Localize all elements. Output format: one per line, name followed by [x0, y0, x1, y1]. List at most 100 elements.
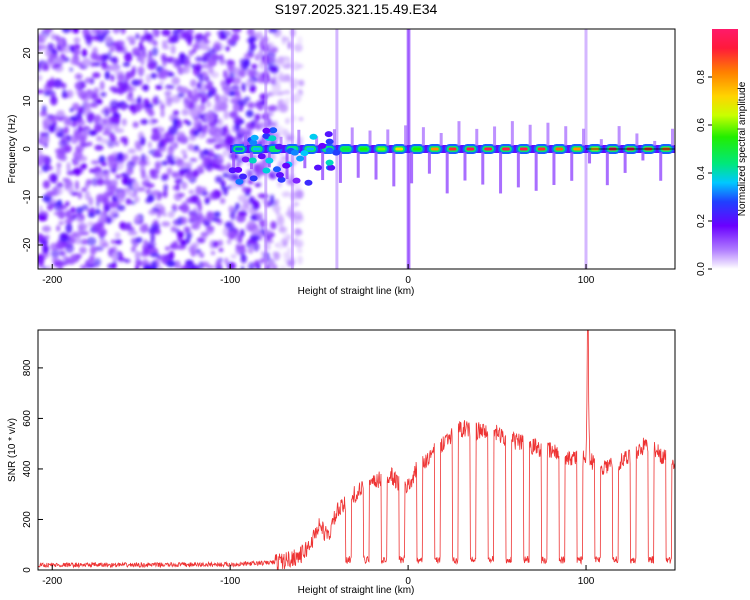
noise-blob [139, 224, 149, 234]
noise-blob [161, 221, 171, 227]
noise-blob [171, 203, 178, 213]
noise-blob [79, 136, 86, 147]
signal-spike [338, 152, 342, 183]
noise-blob [247, 101, 254, 110]
noise-blob [125, 198, 132, 205]
signal-spike [439, 132, 443, 146]
noise-blob [200, 95, 206, 105]
noise-blob [177, 134, 187, 144]
noise-blob [285, 117, 290, 125]
noise-blob [202, 148, 210, 156]
noise-blob [130, 103, 135, 111]
noise-blob [134, 250, 141, 260]
noise-blob [281, 238, 289, 243]
noise-blob [161, 40, 168, 48]
noise-blob [129, 97, 135, 102]
noise-blob [89, 254, 95, 261]
noise-blob [47, 42, 55, 52]
noise-blob [57, 265, 63, 269]
noise-blob [73, 43, 80, 49]
noise-blob [47, 265, 53, 269]
noise-blob [116, 204, 126, 212]
noise-blob [75, 235, 81, 245]
noise-blob [192, 66, 201, 76]
y-tick-label: 0 [22, 567, 33, 573]
noise-blob [56, 166, 61, 177]
noise-blob [103, 204, 111, 212]
noise-blob [251, 63, 258, 70]
noise-blob [69, 254, 78, 263]
y-tick-label: 600 [22, 410, 33, 427]
x-tick-label: 100 [578, 275, 595, 286]
signal-blob [325, 147, 334, 154]
noise-blob [112, 213, 119, 218]
noise-blob [232, 102, 241, 112]
noise-blob [151, 47, 159, 57]
noise-blob [188, 135, 197, 142]
noise-blob [119, 158, 125, 164]
noise-blob [94, 171, 105, 179]
noise-blob [134, 215, 142, 222]
noise-blob [176, 245, 187, 250]
noise-blob [102, 131, 110, 136]
noise-blob [55, 125, 60, 133]
signal-blob [332, 149, 341, 156]
noise-blob [271, 122, 277, 127]
noise-blob [191, 194, 199, 204]
noise-blob [72, 119, 77, 128]
noise-blob [275, 125, 284, 134]
noise-blob [74, 61, 84, 67]
noise-blob [40, 135, 50, 145]
signal-spike [481, 152, 485, 185]
noise-blob [110, 179, 118, 187]
noise-blob [91, 177, 100, 187]
y-tick-label: -20 [22, 237, 33, 252]
noise-blob [217, 30, 226, 37]
noise-blob [88, 196, 94, 206]
noise-blob [161, 29, 171, 37]
noise-blob [196, 82, 202, 90]
noise-blob [81, 94, 90, 102]
noise-blob [112, 259, 117, 269]
noise-blob [93, 87, 100, 94]
noise-blob [43, 29, 53, 33]
noise-blob [295, 240, 303, 249]
noise-blob [125, 71, 131, 81]
signal-segment-core [413, 147, 421, 151]
signal-spike [510, 121, 514, 146]
noise-blob [105, 216, 113, 224]
noise-blob [211, 54, 220, 59]
noise-blob [111, 64, 120, 72]
noise-blob [190, 79, 197, 88]
noise-blob [73, 29, 80, 34]
noise-blob [75, 206, 84, 214]
noise-blob [268, 104, 278, 112]
noise-blob [64, 219, 70, 224]
snr-series-line [38, 330, 675, 570]
noise-blob [167, 72, 175, 77]
signal-spike [232, 152, 236, 173]
noise-blob [186, 121, 192, 126]
noise-blob [38, 74, 43, 82]
noise-blob [201, 161, 208, 168]
noise-blob [66, 161, 71, 172]
noise-blob [49, 115, 58, 122]
noise-blob [178, 192, 185, 198]
noise-blob [80, 264, 88, 269]
noise-blob [136, 98, 142, 103]
colorbar-tick-label: 0.2 [696, 214, 707, 228]
noise-blob [238, 70, 246, 78]
noise-blob [241, 82, 246, 92]
noise-blob [58, 139, 67, 148]
noise-blob [188, 189, 195, 195]
noise-blob [80, 238, 89, 245]
noise-blob [187, 34, 193, 44]
noise-blob [269, 232, 276, 237]
noise-blob [294, 232, 301, 237]
signal-blob [269, 127, 278, 134]
noise-blob [117, 257, 126, 262]
noise-blob [220, 94, 226, 102]
noise-blob [38, 34, 44, 44]
noise-blob [63, 115, 69, 126]
noise-blob [220, 180, 226, 187]
